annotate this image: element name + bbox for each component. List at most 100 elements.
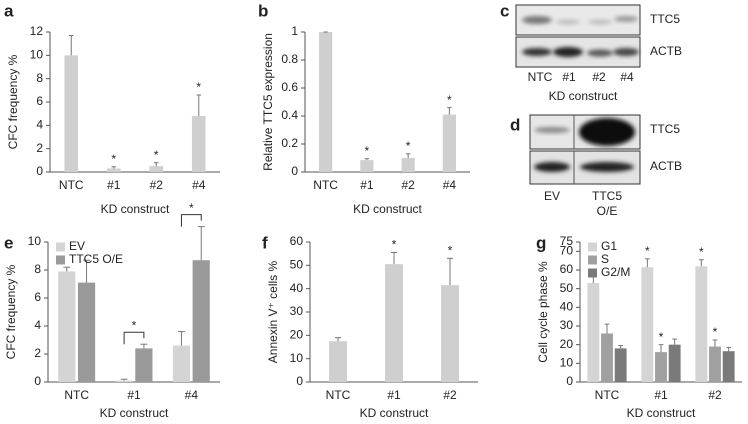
- y-tick-label: 30: [560, 318, 574, 332]
- y-tick-label: 10: [290, 351, 304, 365]
- legend-label: G2/M: [601, 265, 630, 279]
- panel-letter: d: [510, 115, 520, 134]
- bar: [106, 168, 121, 172]
- y-tick-label: 12: [30, 24, 44, 38]
- y-tick-label: 0: [566, 374, 573, 388]
- y-axis-label: Annexin V⁺ cells %: [266, 260, 280, 363]
- legend-swatch: [588, 255, 597, 265]
- bar: [441, 285, 459, 382]
- blot-lane-label: NTC: [528, 70, 553, 84]
- panel-letter: e: [4, 233, 13, 252]
- x-tick-label: #1: [387, 388, 401, 402]
- bar: [601, 333, 613, 382]
- blot-row-label: ACTB: [650, 159, 682, 173]
- significance-star: *: [111, 152, 116, 166]
- blot-lane-label: #1: [562, 70, 576, 84]
- bar: [587, 283, 600, 382]
- bar: [77, 282, 96, 382]
- x-tick-label: #2: [443, 388, 457, 402]
- bar: [149, 166, 164, 172]
- significance-star: *: [406, 139, 411, 153]
- legend-label: G1: [601, 239, 617, 253]
- panel-letter: b: [258, 1, 268, 20]
- x-tick-label: #1: [107, 178, 121, 192]
- panel-letter: g: [536, 233, 546, 252]
- y-tick-label: 6: [34, 290, 41, 304]
- y-tick-label: 6: [36, 94, 43, 108]
- legend-label: EV: [69, 239, 85, 253]
- y-tick-label: 20: [560, 337, 574, 351]
- y-tick-label: 2: [34, 346, 41, 360]
- significance-star: *: [699, 245, 704, 259]
- bar: [191, 116, 206, 172]
- x-tick-label: #4: [185, 388, 199, 402]
- y-tick-label: 40: [560, 300, 574, 314]
- bar: [115, 380, 133, 382]
- x-tick-label: #1: [127, 388, 141, 402]
- y-tick-label: 10: [560, 356, 574, 370]
- bar: [614, 348, 627, 382]
- blot-lane-label: #2: [592, 70, 606, 84]
- blot-x-label: KD construct: [549, 89, 618, 103]
- y-tick-label: 30: [290, 304, 304, 318]
- x-tick-label: #2: [708, 388, 722, 402]
- y-axis-label: Relative TTC5 expression: [261, 33, 275, 171]
- legend-swatch: [56, 242, 65, 252]
- bar: [172, 345, 191, 382]
- legend-label: S: [601, 252, 609, 266]
- y-tick-label: 50: [290, 258, 304, 272]
- legend-swatch: [56, 255, 65, 265]
- blot: [515, 4, 641, 68]
- significance-star: *: [659, 330, 664, 344]
- blot-row-label: TTC5: [650, 122, 680, 136]
- y-axis-label: Cell cycle phase %: [536, 261, 550, 363]
- bar: [695, 266, 708, 382]
- bar: [360, 160, 374, 172]
- legend-swatch: [588, 242, 597, 252]
- bar: [319, 32, 333, 172]
- y-tick-label: 0: [296, 374, 303, 388]
- bar: [385, 264, 403, 382]
- x-axis-label: KD construct: [360, 406, 429, 420]
- significance-star: *: [392, 238, 397, 252]
- x-tick-label: #2: [150, 178, 164, 192]
- blot-lane-label: O/E: [597, 204, 618, 218]
- x-axis-label: KD construct: [627, 406, 696, 420]
- significance-star: *: [196, 80, 201, 94]
- significance-star: *: [713, 325, 718, 339]
- x-tick-label: NTC: [59, 178, 84, 192]
- significance-star: *: [154, 148, 159, 162]
- y-tick-label: 50: [560, 281, 574, 295]
- y-tick-label: 8: [34, 262, 41, 276]
- y-tick-label: 0: [36, 164, 43, 178]
- x-axis-label: KD construct: [100, 406, 169, 420]
- y-tick-label: 20: [290, 328, 304, 342]
- y-tick-label: 0.2: [281, 136, 298, 150]
- significance-star: *: [189, 201, 194, 215]
- bar: [329, 341, 347, 382]
- bracket: [123, 331, 145, 345]
- significance-star: *: [645, 244, 650, 258]
- bar: [442, 114, 456, 172]
- y-tick-label: 75: [560, 234, 574, 248]
- y-tick-label: 10: [30, 48, 44, 62]
- bar: [655, 352, 667, 382]
- bar: [64, 55, 79, 173]
- significance-star: *: [447, 93, 452, 107]
- y-tick-label: 1: [291, 24, 298, 38]
- x-axis-label: KD construct: [353, 202, 422, 216]
- x-tick-label: NTC: [313, 178, 338, 192]
- y-tick-label: 4: [36, 118, 43, 132]
- panel-letter: a: [4, 1, 14, 20]
- bar: [401, 158, 415, 172]
- y-tick-label: 10: [28, 234, 42, 248]
- x-tick-label: NTC: [64, 388, 89, 402]
- y-tick-label: 0: [291, 164, 298, 178]
- legend-label: TTC5 O/E: [69, 252, 123, 266]
- bar: [641, 267, 654, 382]
- bar: [722, 351, 735, 382]
- y-tick-label: 0.6: [281, 80, 298, 94]
- y-tick-label: 0.4: [281, 108, 298, 122]
- bar: [58, 271, 76, 382]
